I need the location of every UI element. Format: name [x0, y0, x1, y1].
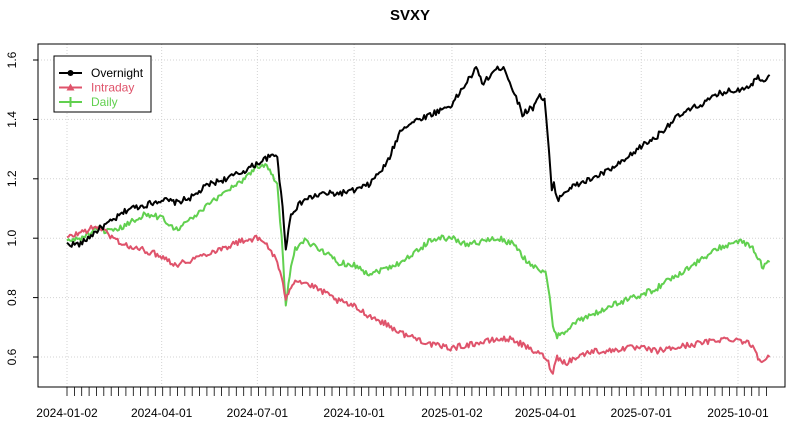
legend-marker-circle [67, 70, 74, 76]
x-tick-label: 2024-07-01 [227, 406, 289, 420]
x-tick-label: 2024-04-01 [131, 406, 193, 420]
y-tick-label: 0.8 [5, 289, 19, 306]
x-tick-label: 2025-01-02 [421, 406, 483, 420]
x-tick-label: 2025-07-01 [611, 406, 673, 420]
y-tick-label: 0.6 [5, 348, 19, 365]
series-line-daily [66, 163, 771, 340]
y-tick-label: 1.0 [5, 230, 19, 247]
legend-marker-cross [65, 97, 76, 107]
x-tick-label: 2025-04-01 [515, 406, 577, 420]
legend-label-overnight: Overnight [91, 66, 144, 80]
series-line-overnight [66, 65, 771, 251]
legend-marker-triangle [66, 83, 75, 91]
axes-layer: 2024-01-02 2024-04-01 2024-07-01 2024-10-01… [5, 51, 769, 420]
y-tick-label: 1.6 [5, 51, 19, 68]
x-tick-label: 2025-10-01 [707, 406, 769, 420]
plot-area [37, 43, 786, 388]
series-layer [66, 65, 771, 375]
y-tick-label: 1.2 [5, 170, 19, 187]
x-minor-ticks [66, 387, 767, 396]
chart-title: SVXY [390, 7, 430, 24]
legend-label-intraday: Intraday [91, 81, 134, 95]
x-tick-label: 2024-01-02 [36, 406, 98, 420]
series-line-intraday [66, 224, 771, 375]
legend-box [53, 55, 152, 113]
y-tick-label: 1.4 [5, 111, 19, 128]
legend-label-daily: Daily [91, 95, 118, 109]
x-tick-label: 2024-10-01 [323, 406, 385, 420]
